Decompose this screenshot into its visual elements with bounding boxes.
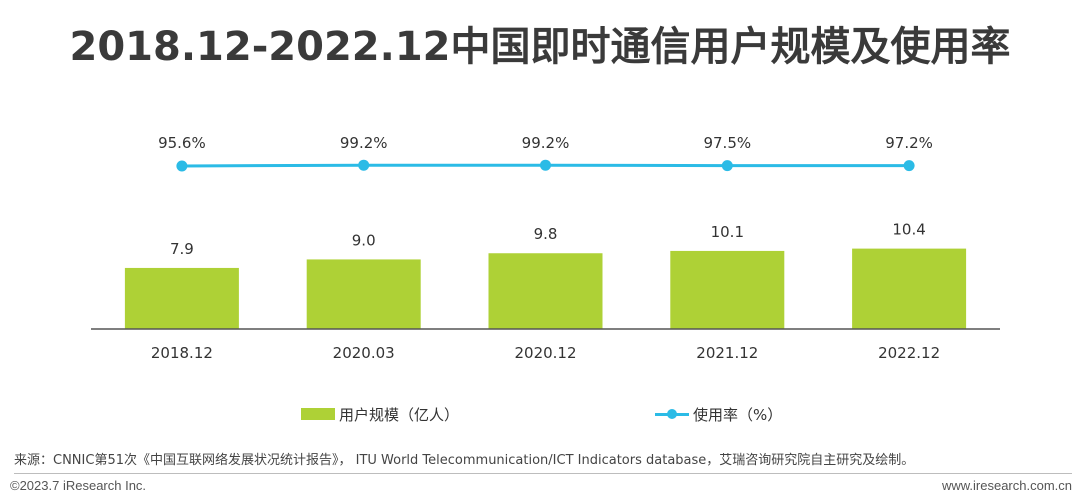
bar-2020.12 xyxy=(488,253,603,329)
x-tick-label: 2022.12 xyxy=(878,344,940,362)
bar-value-label: 10.4 xyxy=(892,221,925,239)
line-point-2020.03 xyxy=(358,159,370,171)
legend-item-bar: 用户规模（亿人） xyxy=(301,402,459,426)
legend-line-swatch xyxy=(655,408,689,420)
line-value-label: 95.6% xyxy=(158,134,206,152)
legend-item-line: 使用率（%） xyxy=(655,402,782,426)
legend-line-label: 使用率（%） xyxy=(693,405,783,424)
bar-2022.12 xyxy=(852,248,967,329)
line-value-label: 97.5% xyxy=(703,134,751,152)
bar-value-label: 10.1 xyxy=(711,223,744,241)
source-note: 来源：CNNIC第51次《中国互联网络发展状况统计报告》， ITU World … xyxy=(14,453,915,468)
chart-title: 2018.12-2022.12中国即时通信用户规模及使用率 xyxy=(69,24,1011,70)
website-link[interactable]: www.iresearch.com.cn xyxy=(941,478,1072,493)
copyright-text: ©2023.7 iResearch Inc. xyxy=(10,478,147,493)
line-value-label: 99.2% xyxy=(522,134,570,152)
bar-value-label: 9.0 xyxy=(352,231,376,249)
line-value-label: 99.2% xyxy=(340,134,388,152)
legend-bar-swatch xyxy=(301,408,335,420)
line-point-2020.12 xyxy=(540,159,551,171)
bar-2021.12 xyxy=(670,250,785,329)
x-tick-label: 2020.12 xyxy=(514,344,576,362)
x-tick-label: 2018.12 xyxy=(151,344,213,362)
bar-2020.03 xyxy=(306,259,421,329)
line-point-2021.12 xyxy=(721,160,733,172)
line-value-label: 97.2% xyxy=(885,134,933,152)
x-tick-label: 2021.12 xyxy=(696,344,758,362)
x-tick-label: 2020.03 xyxy=(333,344,395,362)
footer-divider xyxy=(14,473,1072,474)
line-point-2018.12 xyxy=(176,160,188,172)
line-point-2022.12 xyxy=(903,160,915,172)
legend-bar-label: 用户规模（亿人） xyxy=(339,405,460,424)
bar-value-label: 7.9 xyxy=(170,240,194,258)
bar-value-label: 9.8 xyxy=(534,225,558,243)
bar-2018.12 xyxy=(124,267,239,329)
